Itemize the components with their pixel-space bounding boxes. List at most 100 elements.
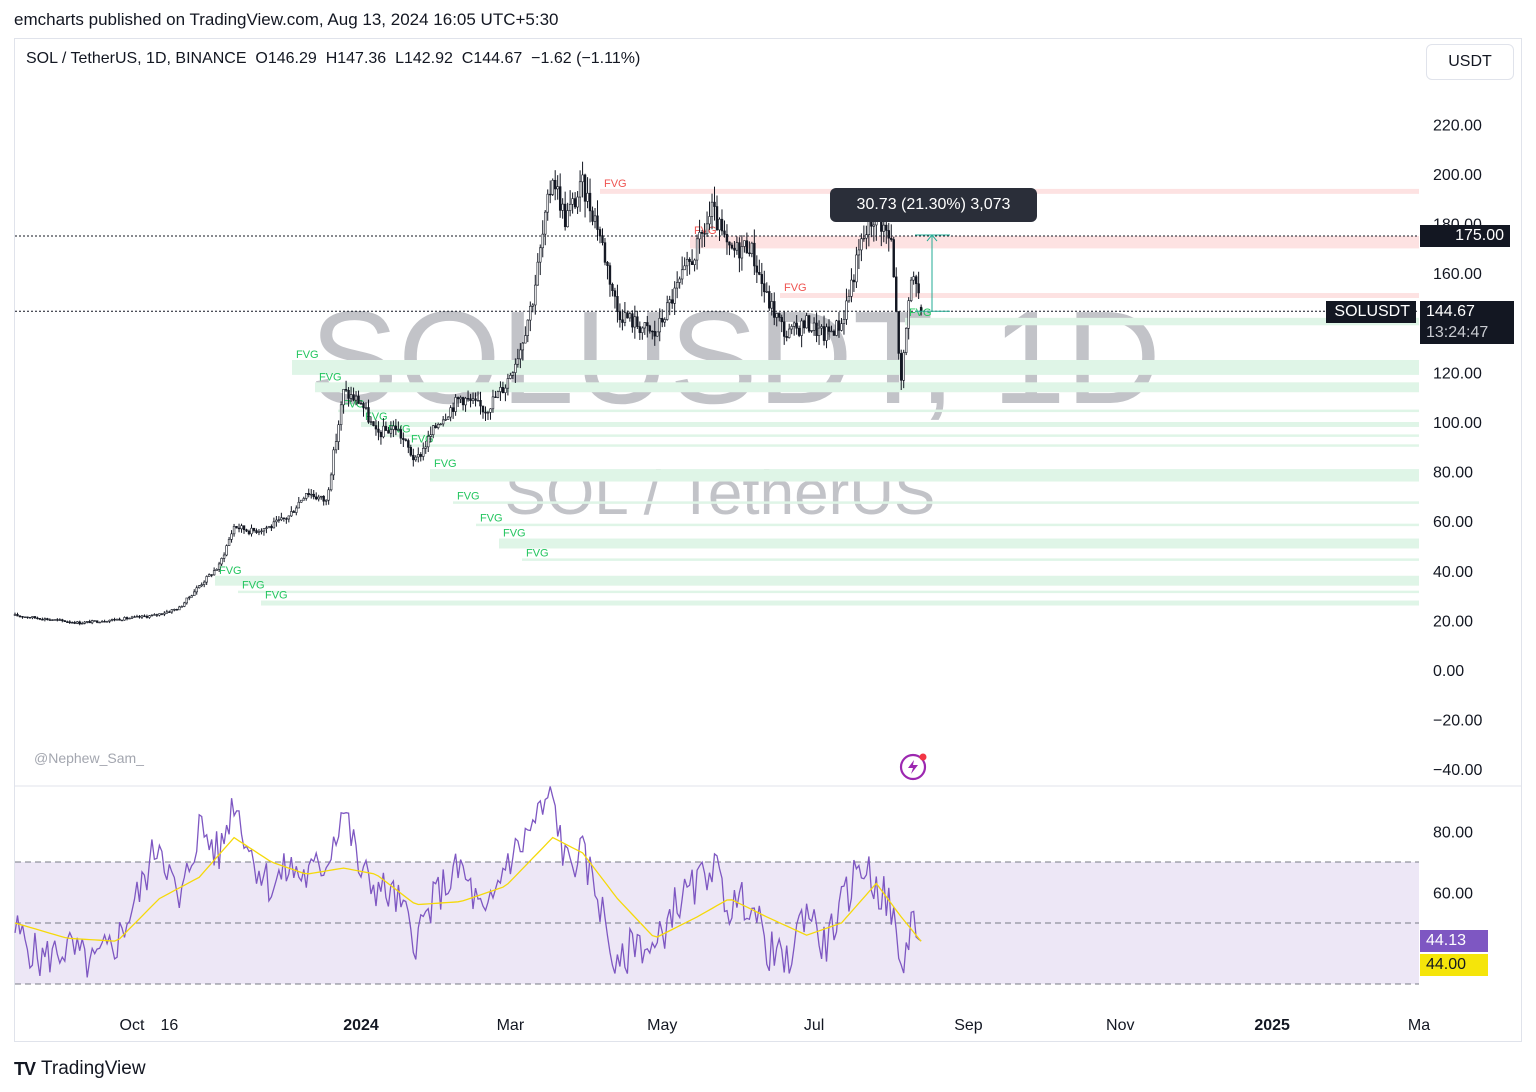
candle-body [688, 258, 691, 262]
bar-countdown-label: 13:24:47 [1420, 322, 1514, 344]
time-axis-tick: Oct [120, 1017, 145, 1034]
candle-body [549, 193, 552, 196]
fvg-zone [215, 575, 1419, 586]
candle-body [797, 327, 801, 336]
candle-body [633, 316, 637, 328]
candle-body [658, 317, 661, 333]
candle-body [295, 507, 298, 513]
candle-body [38, 618, 42, 620]
candle-body [770, 301, 773, 309]
candle-body [598, 229, 602, 236]
candle-body [100, 621, 104, 623]
candle-body [501, 387, 505, 393]
time-axis-tick: Mar [497, 1017, 525, 1034]
candle-body [305, 493, 308, 499]
candle-body [362, 403, 365, 409]
candle-body [222, 554, 226, 559]
candle-body [21, 616, 24, 618]
fvg-label: FVG [242, 580, 265, 592]
candle-body [787, 328, 791, 338]
fvg-label: FVG [604, 178, 627, 190]
fvg-zone [476, 523, 1419, 527]
candle-body [563, 203, 567, 228]
candle-body [68, 621, 71, 623]
candle-body [302, 498, 305, 501]
candle-body [685, 258, 689, 267]
measure-tooltip: 30.73 (21.30%) 3,073 [830, 188, 1037, 222]
candle-body [312, 493, 315, 498]
candle-body [250, 527, 253, 535]
candle-body [277, 519, 281, 521]
candle-body [698, 232, 701, 240]
candle-body [690, 261, 694, 265]
candle-body [780, 317, 783, 323]
candle-body [680, 269, 684, 280]
candle-body [531, 304, 534, 307]
candle-body [464, 397, 467, 406]
candle-body [815, 322, 818, 336]
candle-body [23, 616, 27, 618]
candle-body [143, 615, 146, 617]
candle-body [576, 196, 579, 208]
candle-body [53, 619, 57, 621]
candle-body [710, 201, 714, 217]
candle-body [367, 407, 370, 423]
candle-body [638, 326, 642, 333]
currency-button[interactable]: USDT [1426, 44, 1514, 80]
candle-body [461, 397, 465, 406]
flash-alert-icon[interactable] [898, 752, 928, 782]
candle-body [509, 375, 512, 379]
candle-body [103, 621, 106, 623]
candle-body [113, 619, 116, 621]
candle-body [170, 609, 174, 613]
tradingview-logo[interactable]: TV TradingView [14, 1058, 146, 1080]
candle-body [135, 615, 139, 618]
candle-body [257, 531, 261, 533]
candle-body [842, 319, 846, 324]
fvg-label: FVG [296, 349, 319, 361]
candle-body [860, 238, 863, 251]
price-axis-tick: 100.00 [1433, 415, 1482, 432]
candle-body [491, 396, 495, 410]
price-axis-tick: 220.00 [1433, 117, 1482, 134]
candle-body [95, 620, 99, 623]
candle-body [334, 441, 338, 451]
candle-body [290, 511, 293, 517]
fvg-zone [905, 317, 1419, 326]
candle-body [807, 315, 811, 332]
candle-body [93, 620, 96, 622]
candle-body [636, 316, 639, 327]
candle-body [827, 326, 831, 332]
candle-body [588, 192, 592, 212]
candle-body [275, 519, 278, 523]
candle-body [16, 614, 19, 617]
candle-body [790, 326, 793, 330]
candle-body [227, 539, 231, 546]
candle-body [41, 619, 44, 621]
candle-body [61, 619, 64, 621]
candle-body [909, 279, 913, 301]
candle-body [98, 621, 101, 624]
candle-body [267, 525, 271, 529]
candle-body [242, 525, 246, 531]
candle-body [499, 387, 502, 392]
candle-body [255, 530, 258, 533]
candle-body [205, 576, 208, 583]
candle-body [272, 521, 276, 529]
candle-body [446, 416, 450, 420]
price-axis-tick: 80.00 [1433, 465, 1473, 482]
candle-body [409, 447, 413, 456]
candle-body [372, 421, 375, 426]
candle-body [872, 224, 876, 227]
candle-body [145, 616, 149, 618]
candle-body [85, 621, 89, 623]
candle-body [902, 352, 905, 381]
candle-body [33, 616, 37, 619]
publish-info: emcharts published on TradingView.com, A… [14, 10, 559, 29]
price-axis-tick: 160.00 [1433, 266, 1482, 283]
candle-body [479, 400, 482, 407]
fvg-zone [338, 409, 1419, 413]
candle-body [175, 609, 179, 611]
candle-body [708, 216, 711, 225]
